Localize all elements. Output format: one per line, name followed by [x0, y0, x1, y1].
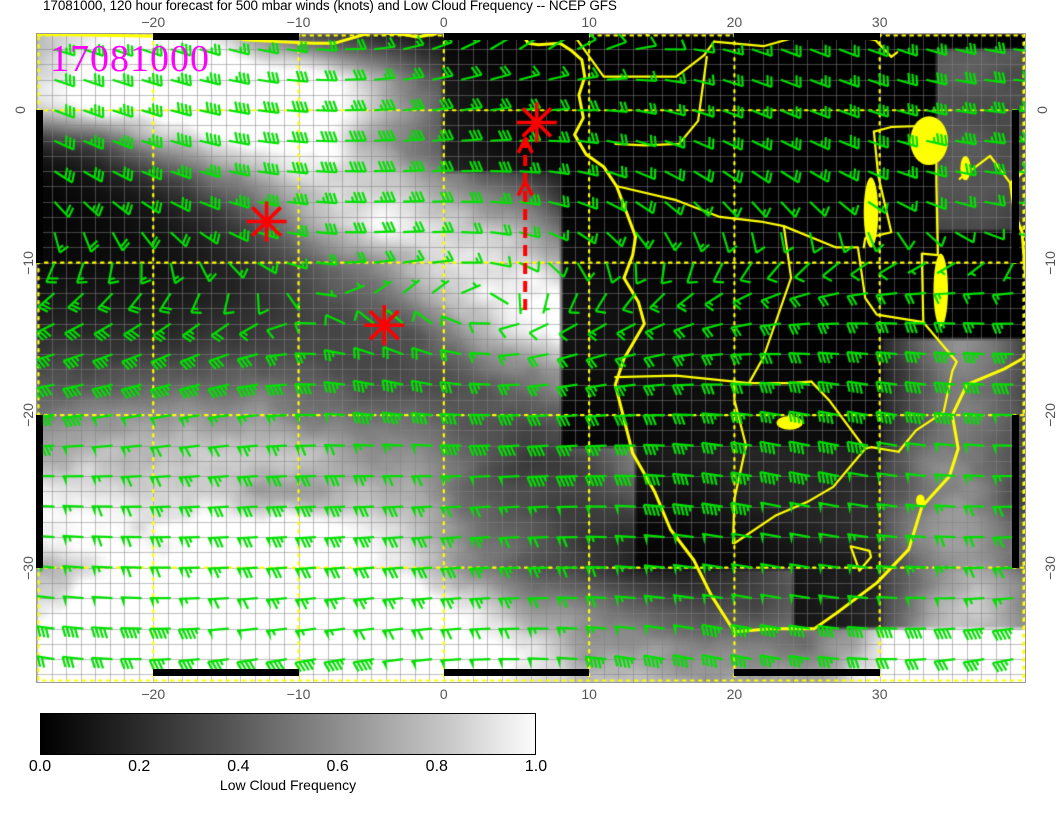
x-axis-tick-label-top: 20: [726, 14, 743, 30]
axis-tick-band: [153, 669, 299, 676]
y-axis-tick-label-left: −10: [19, 250, 36, 275]
colorbar-tick-label: 0.6: [326, 758, 349, 775]
date-stamp-overlay: 17081000: [50, 38, 210, 80]
y-axis-tick-label-right: −30: [1041, 555, 1056, 580]
axis-tick-band: [734, 33, 880, 40]
axis-tick-band: [1012, 110, 1019, 263]
axis-tick-band: [443, 669, 590, 676]
colorbar-tick-label: 1.0: [524, 758, 548, 775]
axis-tick-band: [153, 33, 299, 40]
colorbar-title: Low Cloud Frequency: [219, 777, 357, 793]
axis-tick-band: [1012, 415, 1019, 568]
x-axis-tick-label-bottom: 20: [726, 686, 743, 702]
colorbar-tick-label: 0.0: [28, 758, 52, 775]
x-axis-tick-label-bottom: −10: [286, 686, 311, 702]
y-axis-tick-label-left: −20: [19, 403, 36, 428]
x-axis-tick-label-bottom: 0: [439, 686, 448, 702]
x-axis-tick-label-bottom: −20: [141, 686, 166, 702]
x-axis-tick-label-top: 0: [439, 14, 448, 30]
y-axis-tick-label-right: −10: [1041, 250, 1056, 275]
y-axis-tick-label-left: −30: [19, 555, 36, 580]
x-axis-tick-label-top: 30: [871, 14, 888, 30]
axis-tick-band: [36, 415, 43, 568]
colorbar-tick-label: 0.2: [128, 758, 151, 775]
x-axis-tick-label-bottom: 30: [871, 686, 888, 702]
colorbar-gradient: [40, 713, 536, 755]
colorbar-tick-label: 0.8: [425, 758, 448, 775]
page-title: 17081000, 120 hour forecast for 500 mbar…: [43, 0, 617, 13]
axis-tick-band: [36, 110, 43, 263]
y-axis-tick-label-right: 0: [1033, 106, 1050, 115]
x-axis-tick-label-bottom: 10: [581, 686, 597, 702]
y-axis-tick-label-left: 0: [11, 106, 28, 115]
axis-tick-band: [443, 33, 590, 40]
x-axis-tick-label-top: −20: [141, 14, 166, 30]
x-axis-tick-label-top: −10: [286, 14, 311, 30]
axis-tick-band: [734, 669, 880, 676]
weather-map-canvas[interactable]: [37, 34, 1025, 682]
colorbar-tick-label: 0.4: [227, 758, 250, 775]
y-axis-tick-label-right: −20: [1041, 403, 1056, 428]
x-axis-tick-label-top: 10: [581, 14, 597, 30]
map-plot-area[interactable]: [36, 33, 1026, 683]
